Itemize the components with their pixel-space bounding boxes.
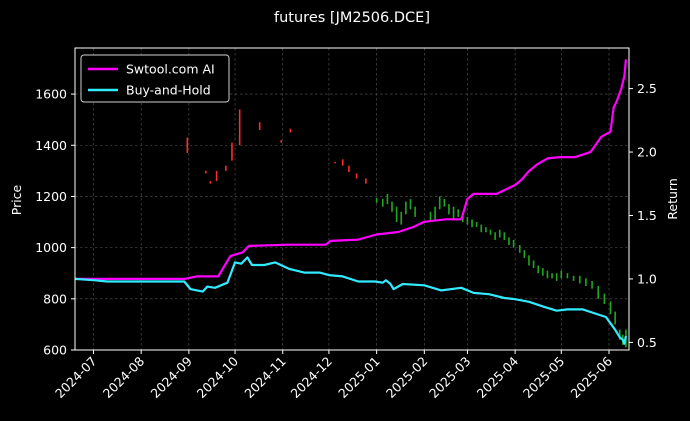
candlestick [395, 206, 398, 223]
series-line-ai [75, 59, 627, 280]
candlestick [618, 329, 621, 340]
candlestick [489, 229, 492, 235]
candlestick [457, 209, 459, 217]
candlestick [512, 239, 515, 248]
candlestick [498, 229, 501, 238]
candlestick [381, 199, 384, 207]
candlestick [334, 161, 336, 164]
y-left-tick-label: 800 [43, 291, 67, 306]
candlestick [614, 311, 616, 325]
series-line-buy-and-hold [74, 256, 627, 345]
legend-label-buy-and-hold: Buy-and-Hold [126, 83, 211, 98]
y-axis-left: 600 800 1000 1200 1400 1600 [35, 87, 75, 358]
candlestick [409, 199, 412, 210]
candlestick [585, 278, 587, 287]
candlestick [503, 232, 506, 240]
candlestick [591, 280, 593, 289]
legend: Swtool.com AI Buy-and-Hold [80, 54, 230, 103]
candlestick [471, 219, 473, 228]
y-axis-right-title: Return [665, 178, 680, 219]
candlestick [609, 301, 612, 315]
candlestick [494, 232, 496, 240]
candlestick [258, 122, 261, 130]
candlestick [443, 199, 446, 207]
candlestick [466, 216, 469, 225]
candlestick [438, 196, 441, 210]
series-lines [74, 59, 627, 345]
candlestick [238, 109, 241, 146]
candlestick [603, 293, 606, 304]
y-axis-right: 0.5 1.0 1.5 2.0 2.5 [629, 81, 657, 350]
legend-label-ai: Swtool.com AI [126, 62, 215, 77]
candlestick [566, 273, 569, 279]
candlestick [375, 197, 378, 203]
y-left-tick-label: 1000 [35, 240, 67, 255]
candlestick [225, 165, 227, 171]
candlestick [555, 273, 558, 281]
candlestick [597, 286, 600, 299]
candlestick [414, 206, 416, 217]
y-left-tick-label: 1600 [35, 87, 67, 102]
candlestick [365, 178, 367, 184]
candlestick [289, 128, 292, 133]
candlestick [480, 224, 483, 233]
candlestick [523, 250, 526, 258]
candlestick [405, 201, 407, 215]
candlestick [508, 237, 510, 246]
candlestick [532, 260, 535, 269]
candlestick [462, 214, 464, 223]
candlestick [537, 265, 540, 274]
y-right-tick-label: 2.5 [637, 81, 657, 96]
candlestick [209, 181, 212, 184]
candlestick [186, 137, 189, 153]
candlestick [448, 204, 450, 215]
plot-frame [74, 47, 630, 351]
candlestick [391, 201, 393, 212]
y-axis-left-title: Price [9, 184, 24, 215]
candlestick [341, 159, 344, 166]
candlestick [348, 165, 350, 173]
candlestick [355, 173, 358, 179]
y-left-tick-label: 1400 [35, 138, 67, 153]
candlestick [215, 170, 218, 182]
candlestick [434, 206, 436, 220]
y-left-tick-label: 600 [43, 343, 67, 358]
y-right-tick-label: 2.0 [637, 145, 657, 160]
candlestick [542, 268, 544, 276]
candlestick [452, 206, 455, 220]
candles [186, 109, 627, 348]
candlestick [400, 211, 403, 225]
y-right-tick-label: 1.5 [637, 208, 657, 223]
candlestick [572, 275, 575, 281]
candlestick [518, 245, 521, 253]
candlestick [231, 142, 233, 161]
chart-title: futures [JM2506.DCE] [274, 10, 430, 26]
candlestick [280, 140, 283, 143]
y-left-tick-label: 1200 [35, 189, 67, 204]
candlestick [551, 273, 553, 279]
candlestick [386, 193, 389, 205]
candlestick [528, 255, 530, 266]
candlestick [429, 211, 432, 223]
y-right-tick-label: 1.0 [637, 271, 657, 286]
candlestick [475, 222, 478, 228]
candlestick [560, 270, 563, 279]
y-right-tick-label: 0.5 [637, 335, 657, 350]
candlestick [205, 170, 207, 174]
candlestick [485, 227, 487, 233]
candlestick [546, 270, 549, 279]
candlestick [578, 275, 581, 284]
